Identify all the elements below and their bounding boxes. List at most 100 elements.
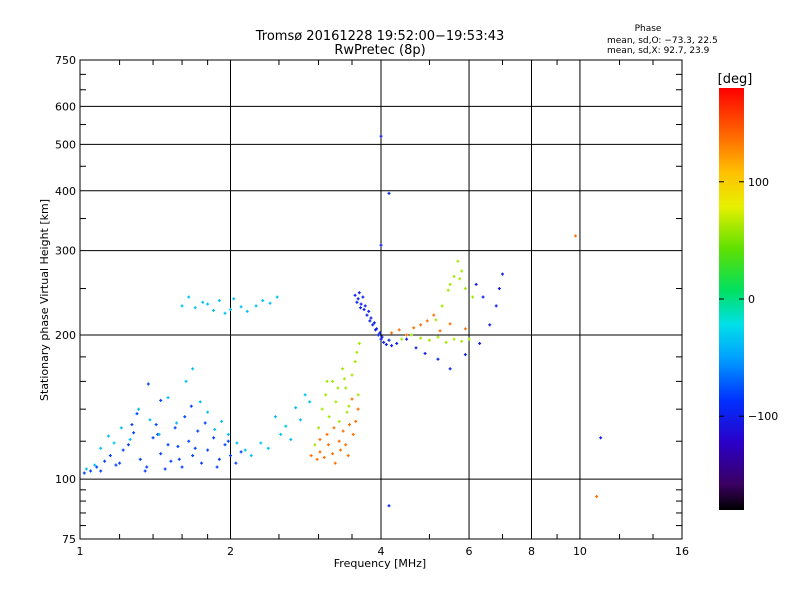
data-point	[460, 339, 464, 343]
data-point	[368, 319, 372, 323]
data-point	[390, 344, 394, 348]
chart-subtitle: RwPretec (8p)	[334, 43, 425, 58]
data-point	[494, 304, 498, 308]
data-point	[213, 427, 217, 431]
data-point	[126, 443, 130, 447]
chart-title: Tromsø 20161228 19:52:00−19:53:43	[255, 29, 505, 44]
data-point	[378, 331, 382, 335]
data-point	[375, 327, 379, 331]
colorbar-tick-label: 100	[748, 176, 769, 189]
data-point	[342, 377, 346, 381]
data-point	[359, 302, 363, 306]
data-point	[203, 421, 207, 425]
data-point	[355, 300, 359, 304]
data-point	[229, 308, 232, 312]
data-point	[331, 379, 335, 383]
data-point	[353, 293, 357, 297]
data-point	[234, 461, 238, 465]
x-tick-label: 8	[528, 545, 535, 558]
data-point	[198, 400, 202, 404]
data-point	[481, 295, 485, 299]
data-point	[440, 304, 444, 308]
data-point	[425, 319, 429, 323]
data-point	[119, 426, 123, 430]
data-point	[177, 457, 181, 461]
phase-info-o: mean, sd,O: −73.3, 22.5	[607, 36, 718, 46]
data-point	[356, 407, 360, 411]
grid	[80, 60, 682, 539]
data-point	[217, 457, 221, 461]
data-point	[217, 299, 221, 303]
data-point	[279, 432, 283, 436]
data-point	[463, 327, 467, 331]
data-point	[372, 321, 376, 325]
x-tick-label: 1	[77, 545, 84, 558]
data-point	[359, 306, 363, 310]
data-point	[474, 282, 478, 286]
data-point	[574, 234, 578, 238]
data-point	[215, 465, 219, 469]
data-point	[206, 410, 210, 414]
data-point	[201, 300, 205, 304]
x-tick-label: 16	[675, 545, 689, 558]
data-point	[191, 367, 195, 371]
data-point	[268, 301, 272, 305]
data-point	[103, 459, 107, 463]
data-point	[409, 333, 413, 337]
data-point	[452, 337, 456, 341]
data-point	[354, 419, 358, 423]
data-point	[226, 432, 230, 436]
data-point	[235, 441, 239, 445]
colorbar-tick-label: −100	[748, 410, 778, 423]
colorbar-ticks: 100 0 −100	[719, 176, 778, 423]
data-point	[337, 419, 341, 423]
data-point	[183, 415, 187, 419]
data-point	[254, 304, 258, 308]
data-point	[405, 337, 409, 341]
y-tick-label: 300	[55, 245, 76, 258]
data-point	[226, 439, 230, 443]
data-point	[369, 316, 373, 320]
data-point	[339, 448, 343, 452]
data-point	[414, 346, 418, 350]
data-points	[82, 134, 603, 508]
data-point	[93, 463, 97, 467]
data-point	[112, 441, 116, 445]
data-point	[166, 396, 170, 400]
data-point	[189, 404, 193, 408]
data-point	[332, 426, 336, 430]
data-point	[118, 461, 122, 465]
data-point	[313, 443, 317, 447]
data-point	[380, 335, 384, 339]
x-axis-label: Frequency [MHz]	[334, 557, 426, 570]
y-tick-label: 600	[55, 100, 76, 113]
data-point	[497, 287, 501, 291]
data-point	[143, 469, 147, 473]
data-point	[350, 397, 354, 401]
data-point	[356, 297, 360, 301]
data-point	[275, 295, 279, 299]
axis-ticks: 1 2 4 6 8 10 16 75 100 200 300 400 500 600 750	[55, 54, 689, 558]
data-point	[353, 360, 357, 364]
data-point	[99, 446, 103, 450]
data-point	[294, 406, 298, 410]
data-point	[245, 309, 249, 313]
data-point	[284, 424, 288, 428]
data-point	[379, 134, 383, 138]
y-axis-label: Stationary phase Virtual Height [km]	[38, 199, 51, 401]
data-point	[599, 436, 603, 440]
data-point	[206, 448, 210, 452]
data-point	[166, 443, 170, 447]
data-point	[501, 272, 505, 276]
data-point	[259, 441, 263, 445]
data-point	[423, 351, 427, 355]
data-point	[114, 463, 118, 467]
data-point	[326, 443, 330, 447]
data-point	[336, 386, 340, 390]
data-point	[341, 429, 345, 433]
data-point	[159, 452, 163, 456]
data-point	[108, 454, 112, 458]
data-point	[387, 504, 391, 508]
data-point	[200, 461, 204, 465]
data-point	[135, 412, 139, 416]
